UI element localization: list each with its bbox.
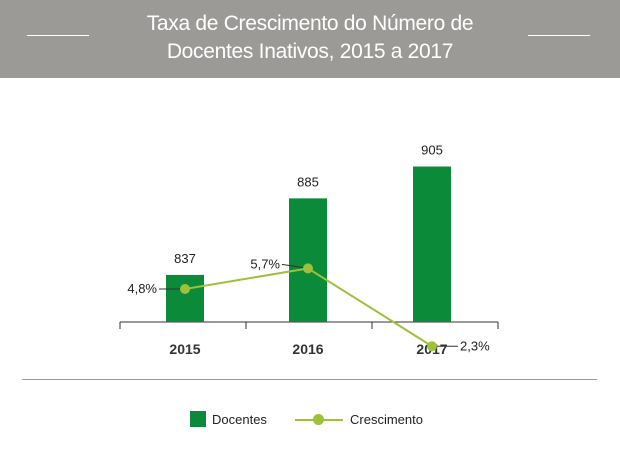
- chart-header: Taxa de Crescimento do Número de Docente…: [0, 0, 620, 78]
- line-value-label-2016: 5,7%: [250, 256, 280, 271]
- line-point-2016: [303, 263, 313, 274]
- line-point-2017: [427, 341, 437, 352]
- legend-swatch-docentes: [190, 411, 206, 427]
- legend-label-docentes: Docentes: [212, 412, 267, 427]
- bar-value-label-2017: 905: [421, 143, 443, 158]
- legend-label-crescimento: Crescimento: [350, 412, 423, 427]
- legend-divider: [22, 379, 597, 380]
- header-rule-right: [528, 35, 590, 36]
- bar-docentes-2017: [413, 166, 451, 322]
- line-point-2015: [180, 284, 190, 294]
- bar-value-label-2016: 885: [297, 174, 319, 189]
- chart-legend: Docentes Crescimento: [0, 408, 620, 432]
- line-value-label-2015: 4,8%: [127, 281, 157, 296]
- x-tick-label-2015: 2015: [169, 341, 200, 357]
- bar-docentes-2015: [166, 274, 204, 322]
- bar-docentes-2016: [289, 198, 327, 322]
- line-value-label-2017: 2,3%: [460, 338, 490, 353]
- x-tick-label-2016: 2016: [292, 341, 323, 357]
- combo-chart: 8378859052015201620174,8%5,7%2,3%: [119, 143, 499, 357]
- legend-swatch-crescimento-dot: [313, 414, 324, 425]
- bar-value-label-2015: 837: [174, 251, 196, 266]
- chart-title-line-2: Docentes Inativos, 2015 a 2017: [166, 40, 454, 63]
- chart-title: Taxa de Crescimento do Número de Docente…: [100, 10, 520, 66]
- chart-title-line-1: Taxa de Crescimento do Número de: [146, 12, 474, 35]
- header-rule-left: [27, 35, 89, 36]
